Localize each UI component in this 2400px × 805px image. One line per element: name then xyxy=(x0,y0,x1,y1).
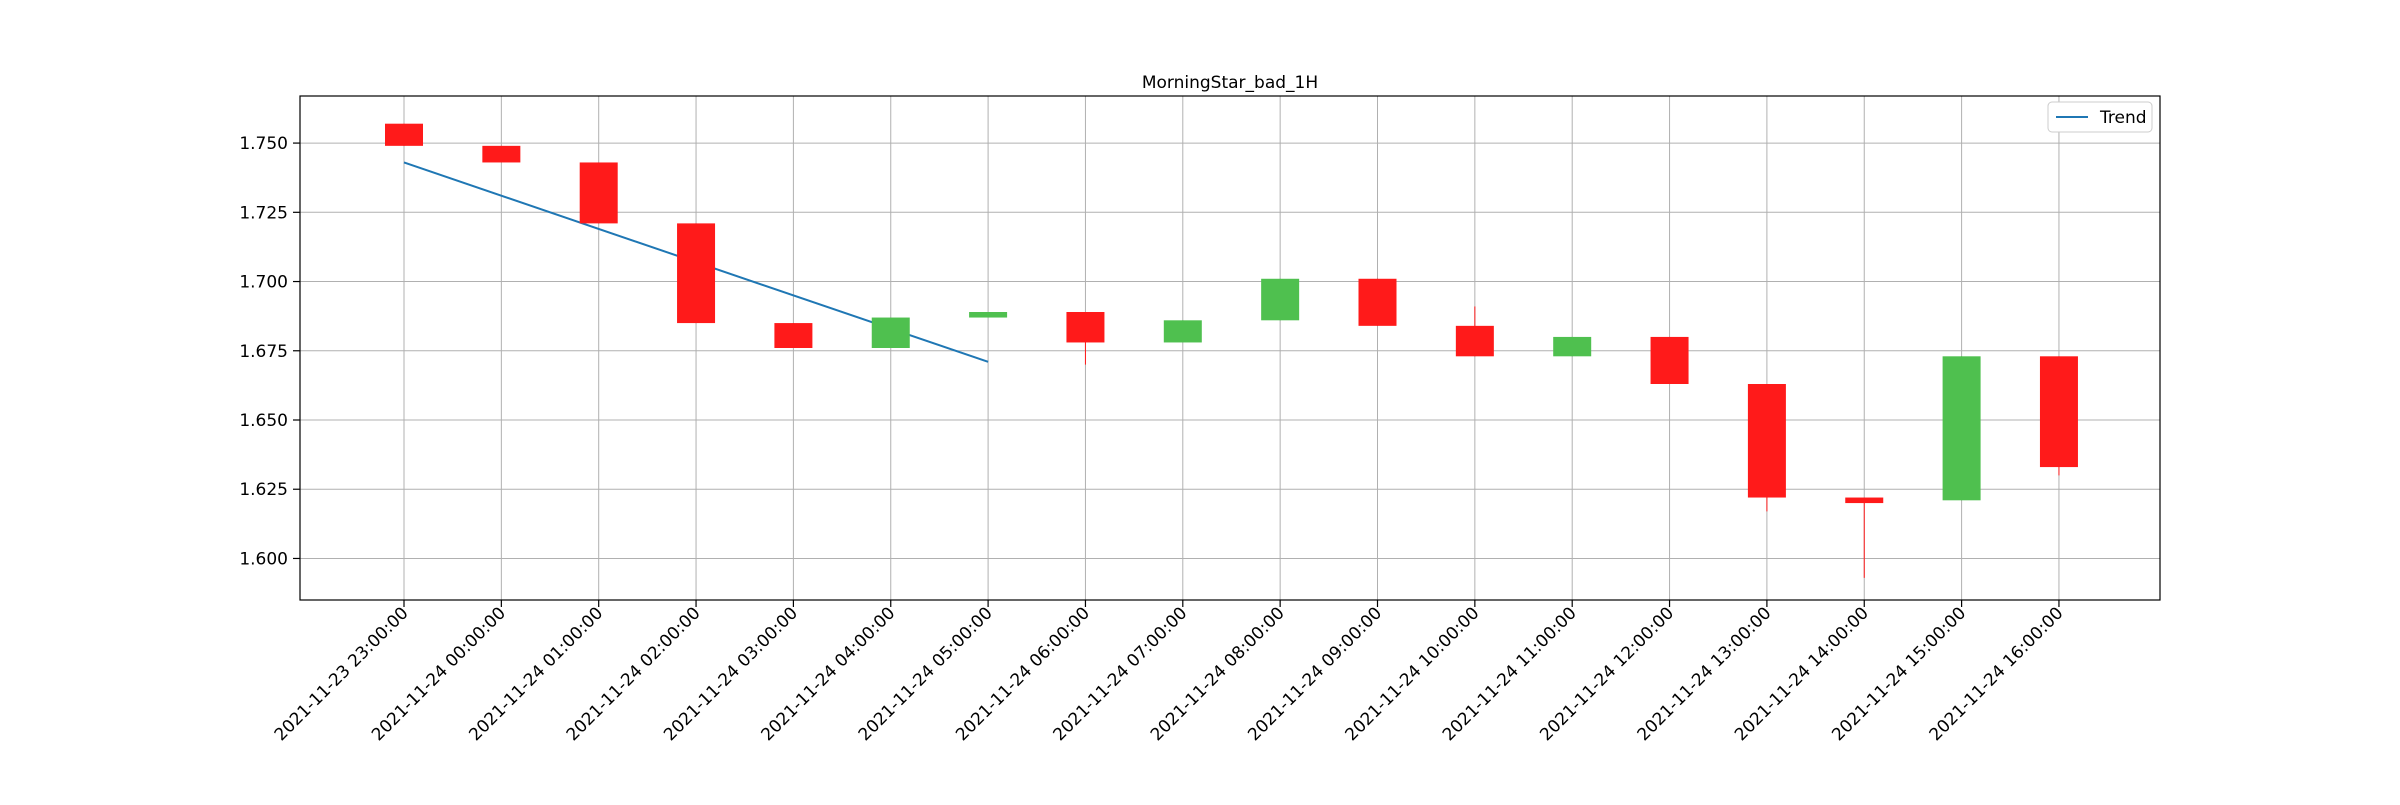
candle-body xyxy=(1455,325,1494,357)
y-tick-label: 1.725 xyxy=(239,203,288,223)
candle xyxy=(2039,356,2078,476)
candle-body xyxy=(579,162,618,224)
candle-body xyxy=(677,223,716,324)
candle xyxy=(1942,356,1981,501)
candle xyxy=(1455,306,1494,357)
candle xyxy=(1845,497,1884,578)
y-tick-label: 1.600 xyxy=(239,549,288,569)
candle xyxy=(1553,336,1592,357)
candle xyxy=(482,145,521,163)
candle xyxy=(1747,384,1786,512)
candle xyxy=(1358,278,1397,326)
candles xyxy=(385,123,2078,578)
candle xyxy=(677,223,716,324)
candle-body xyxy=(1650,336,1689,384)
candle-body xyxy=(482,145,521,163)
candle-body xyxy=(1747,384,1786,498)
candle-body xyxy=(774,323,813,348)
plot-frame xyxy=(299,95,2161,601)
candle-body xyxy=(1261,278,1300,321)
candle xyxy=(871,317,910,348)
candle xyxy=(1650,336,1689,384)
candle-body xyxy=(1553,336,1592,357)
legend-box xyxy=(2047,101,2153,133)
candle xyxy=(385,123,423,146)
candle-body xyxy=(385,123,423,146)
candle xyxy=(1066,312,1105,365)
candle-body xyxy=(1358,278,1397,326)
axes: 1.6001.6251.6501.6751.7001.7251.7502021-… xyxy=(239,95,2161,745)
y-tick-label: 1.650 xyxy=(239,411,288,431)
candle xyxy=(1163,320,1202,343)
chart-title: MorningStar_bad_1H xyxy=(1142,73,1318,93)
y-tick-label: 1.700 xyxy=(239,273,288,293)
candle xyxy=(774,323,813,348)
candle-body xyxy=(1942,356,1981,501)
y-tick-label: 1.750 xyxy=(239,134,288,154)
y-tick-label: 1.625 xyxy=(239,480,288,500)
y-tick-label: 1.675 xyxy=(239,342,288,362)
candle-body xyxy=(1163,320,1202,343)
grid xyxy=(300,96,2160,600)
candle xyxy=(1261,278,1300,321)
legend-label-trend: Trend xyxy=(2099,108,2147,128)
candle xyxy=(969,312,1008,318)
candle-body xyxy=(2039,356,2078,468)
candle-body xyxy=(1845,497,1884,504)
candle xyxy=(579,162,618,224)
candle-body xyxy=(871,317,910,348)
legend: Trend xyxy=(2047,101,2153,133)
candle-body xyxy=(969,312,1008,318)
candle-body xyxy=(1066,312,1105,343)
